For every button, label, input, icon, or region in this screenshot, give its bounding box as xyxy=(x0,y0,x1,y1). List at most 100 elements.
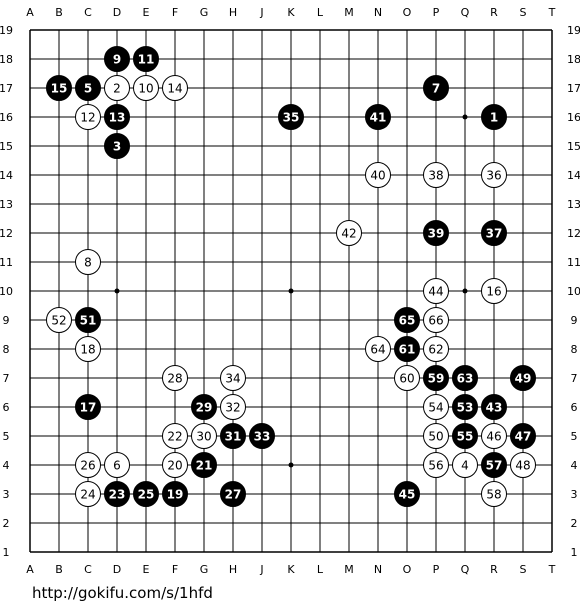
move-number: 44 xyxy=(428,285,443,299)
black-stone xyxy=(278,104,304,130)
black-stone xyxy=(394,307,420,333)
black-stone xyxy=(133,46,159,72)
column-label-top: B xyxy=(55,6,63,19)
move-number: 48 xyxy=(515,459,530,473)
row-label-right: 10 xyxy=(567,285,580,298)
move-number: 42 xyxy=(341,227,356,241)
move-number: 61 xyxy=(399,343,416,357)
move-number: 36 xyxy=(486,169,501,183)
move-number: 57 xyxy=(486,459,503,473)
move-number: 12 xyxy=(80,111,95,125)
move-number: 62 xyxy=(428,343,443,357)
column-label-bottom: L xyxy=(317,563,324,576)
column-label-top: O xyxy=(403,6,412,19)
column-label-bottom: P xyxy=(433,563,440,576)
white-stone xyxy=(423,394,449,420)
black-stone xyxy=(452,423,478,449)
move-number: 29 xyxy=(196,401,213,415)
white-stone xyxy=(365,336,391,362)
move-number: 54 xyxy=(428,401,443,415)
row-label-left: 3 xyxy=(3,488,10,501)
white-stone xyxy=(336,220,362,246)
move-number: 30 xyxy=(196,430,211,444)
black-stone xyxy=(75,307,101,333)
move-number: 10 xyxy=(138,82,153,96)
row-label-left: 15 xyxy=(0,140,13,153)
row-label-left: 12 xyxy=(0,227,13,240)
move-number: 3 xyxy=(113,140,121,154)
row-label-right: 5 xyxy=(571,430,578,443)
move-number: 40 xyxy=(370,169,385,183)
star-point xyxy=(288,288,294,294)
move-number: 33 xyxy=(254,430,271,444)
source-url[interactable]: http://gokifu.com/s/1hfd xyxy=(32,584,213,602)
black-stone xyxy=(220,481,246,507)
column-label-bottom: B xyxy=(55,563,63,576)
move-number: 14 xyxy=(167,82,182,96)
black-stone xyxy=(46,75,72,101)
black-stone xyxy=(104,133,130,159)
move-number: 59 xyxy=(428,372,445,386)
black-stone xyxy=(191,452,217,478)
row-label-right: 3 xyxy=(571,488,578,501)
white-stone xyxy=(394,365,420,391)
white-stone xyxy=(75,104,101,130)
move-number: 31 xyxy=(225,430,242,444)
black-stone xyxy=(481,220,507,246)
column-label-top: K xyxy=(287,6,295,19)
row-label-right: 11 xyxy=(567,256,580,269)
white-stone xyxy=(510,452,536,478)
move-number: 39 xyxy=(428,227,445,241)
white-stone xyxy=(365,162,391,188)
row-label-left: 7 xyxy=(3,372,10,385)
go-board: A A B B C C D D E E F F G G H H J J K K L L M M N N O O P P Q Q R R S S T T 19… xyxy=(0,6,580,576)
move-number: 64 xyxy=(370,343,385,357)
move-number: 8 xyxy=(84,256,92,270)
row-label-left: 19 xyxy=(0,24,13,37)
move-number: 49 xyxy=(515,372,532,386)
move-number: 27 xyxy=(225,488,242,502)
black-stone xyxy=(481,394,507,420)
move-number: 45 xyxy=(399,488,416,502)
move-number: 41 xyxy=(370,111,387,125)
column-label-bottom: J xyxy=(259,563,263,576)
white-stone xyxy=(104,75,130,101)
white-stone xyxy=(481,481,507,507)
row-label-right: 19 xyxy=(567,24,580,37)
move-number: 43 xyxy=(486,401,503,415)
move-number: 65 xyxy=(399,314,416,328)
column-label-bottom: D xyxy=(113,563,121,576)
move-number: 17 xyxy=(80,401,97,415)
column-label-top: D xyxy=(113,6,121,19)
move-number: 47 xyxy=(515,430,532,444)
column-label-top: G xyxy=(200,6,209,19)
black-stone xyxy=(423,365,449,391)
white-stone xyxy=(423,278,449,304)
white-stone xyxy=(423,307,449,333)
black-stone xyxy=(104,104,130,130)
row-label-left: 13 xyxy=(0,198,13,211)
white-stone xyxy=(162,423,188,449)
column-label-top: S xyxy=(520,6,527,19)
white-stone xyxy=(133,75,159,101)
move-number: 50 xyxy=(428,430,443,444)
move-number: 51 xyxy=(80,314,97,328)
black-stone xyxy=(481,104,507,130)
column-label-bottom: K xyxy=(287,563,295,576)
black-stone xyxy=(394,481,420,507)
white-stone xyxy=(75,452,101,478)
black-stone xyxy=(75,394,101,420)
move-number: 18 xyxy=(80,343,95,357)
white-stone xyxy=(220,394,246,420)
column-label-top: F xyxy=(172,6,178,19)
black-stone xyxy=(423,220,449,246)
row-label-left: 5 xyxy=(3,430,10,443)
row-label-left: 11 xyxy=(0,256,13,269)
column-label-top: H xyxy=(229,6,237,19)
column-label-top: T xyxy=(548,6,556,19)
move-number: 60 xyxy=(399,372,414,386)
move-number: 13 xyxy=(109,111,126,125)
column-label-bottom: N xyxy=(374,563,382,576)
row-label-right: 16 xyxy=(567,111,580,124)
move-number: 2 xyxy=(113,82,121,96)
